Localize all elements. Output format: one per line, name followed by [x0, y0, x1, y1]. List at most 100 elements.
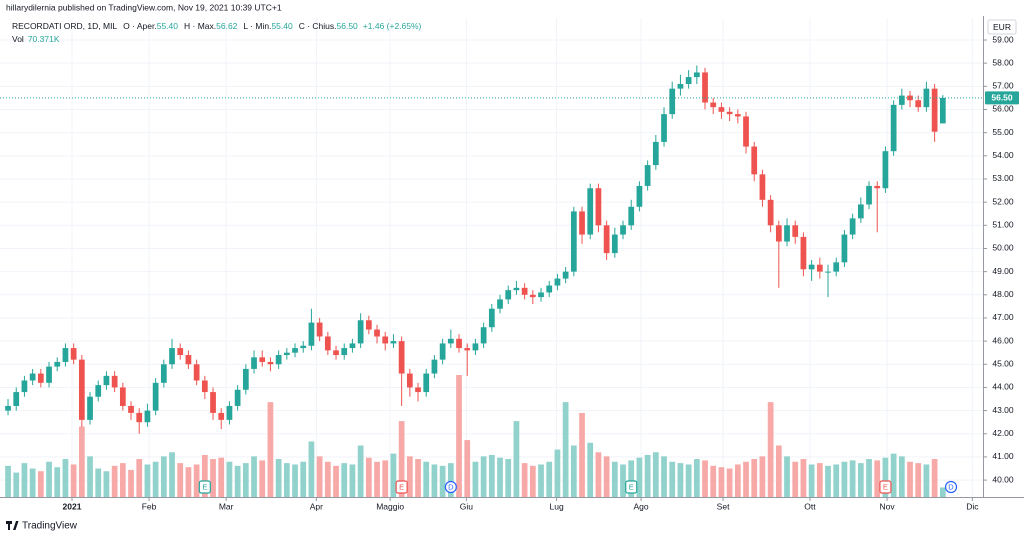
volume-bar [562, 402, 569, 497]
y-tick-label: 48.00 [992, 289, 1014, 299]
last-price-box [985, 91, 1019, 105]
candle-body [70, 348, 77, 360]
candle-body [439, 343, 446, 360]
candle-body [497, 299, 503, 309]
candle-body [333, 350, 339, 356]
volume-bar [759, 456, 766, 497]
event-badge [879, 480, 892, 494]
candle-body [259, 357, 266, 362]
volume-bar [775, 445, 782, 497]
candle-body [218, 412, 225, 420]
legend-value: 56.62 [216, 21, 238, 31]
candle-body [800, 236, 807, 270]
y-tick-label: 44.00 [992, 382, 1014, 392]
currency: EUR [993, 22, 1011, 32]
volume-bar [136, 459, 143, 497]
volume-bar [128, 469, 134, 497]
candle-body [300, 345, 307, 349]
candle-body [456, 338, 462, 349]
candle-body [374, 329, 380, 337]
candle-body [587, 188, 594, 235]
y-tick-label: 46.00 [992, 335, 1014, 345]
candle-body [21, 380, 28, 393]
volume-bar [587, 442, 594, 497]
y-tick-label: 41.00 [992, 451, 1014, 461]
volume-bar [234, 465, 241, 497]
currency-box [987, 19, 1017, 35]
candle-body [767, 199, 774, 226]
volume-bar [152, 461, 159, 497]
candle-body [546, 285, 553, 293]
candle-body [488, 308, 495, 328]
volume-bar [283, 463, 290, 497]
y-tick-label: 57.00 [992, 81, 1014, 91]
volume-bar [259, 460, 266, 497]
volume-bar [636, 457, 643, 497]
volume-bar [931, 459, 938, 497]
legend-key: C · Chius. [299, 21, 337, 31]
candle-body [759, 174, 766, 200]
logo: TradingView [6, 521, 78, 532]
y-tick-label: 42.00 [992, 428, 1014, 438]
volume-bar [62, 459, 69, 497]
candle-body [13, 392, 20, 406]
volume-bar [546, 461, 553, 497]
y-tick-label: 54.00 [992, 150, 1014, 160]
volume-bar [390, 453, 397, 497]
volume-bar [349, 464, 356, 497]
candle-body [390, 341, 397, 344]
volume-bar [833, 464, 840, 497]
volume-bar [554, 449, 561, 497]
volume-bar [710, 465, 717, 497]
candle-body [480, 327, 487, 344]
volume-bar [800, 459, 807, 497]
candle-body [193, 364, 200, 381]
volume-bar [751, 459, 758, 497]
x-tick-label: Mar [219, 501, 234, 511]
candle-body [62, 348, 69, 362]
candle-body [464, 348, 471, 351]
volume-bar [218, 457, 225, 497]
volume-bar [70, 464, 77, 497]
volume-bar [341, 463, 348, 497]
volume-bar [87, 456, 93, 497]
event-marker: D [944, 480, 958, 494]
event-marker: E [625, 480, 638, 494]
candle-body [423, 373, 430, 393]
candle-body [636, 185, 643, 207]
volume-layer [5, 375, 946, 497]
volume-bar [316, 456, 323, 497]
x-tick-label: Ott [804, 501, 816, 511]
x-tick-label: Nov [879, 501, 895, 511]
candle-body [119, 387, 126, 406]
event-badge [198, 480, 211, 494]
volume-bar [480, 456, 487, 497]
event-badge [625, 480, 638, 494]
candle-body [554, 278, 561, 286]
x-tick-label: Ago [634, 501, 649, 511]
volume-bar [210, 459, 216, 497]
candle-body [54, 361, 61, 367]
candle-body [308, 322, 315, 346]
volume-bar [816, 463, 823, 497]
candle-body [816, 264, 823, 272]
x-tick-label: Feb [142, 501, 157, 511]
volume-bar [603, 456, 610, 497]
event-label: E [883, 482, 888, 491]
volume-bar [661, 456, 667, 497]
volume-bar [21, 463, 28, 497]
legend-key: O · Aper. [123, 21, 157, 31]
event-marker: E [198, 480, 211, 494]
candle-body [136, 412, 143, 423]
volume-bar [898, 456, 905, 497]
candle-body [726, 111, 733, 115]
y-tick-label: 45.00 [992, 359, 1014, 369]
volume-bar [5, 465, 11, 497]
candle-body [915, 100, 922, 108]
candle-body [275, 355, 282, 365]
candle-body [447, 338, 454, 344]
candle-body [324, 336, 331, 351]
candle-body [907, 95, 913, 101]
candle-body [341, 348, 348, 356]
